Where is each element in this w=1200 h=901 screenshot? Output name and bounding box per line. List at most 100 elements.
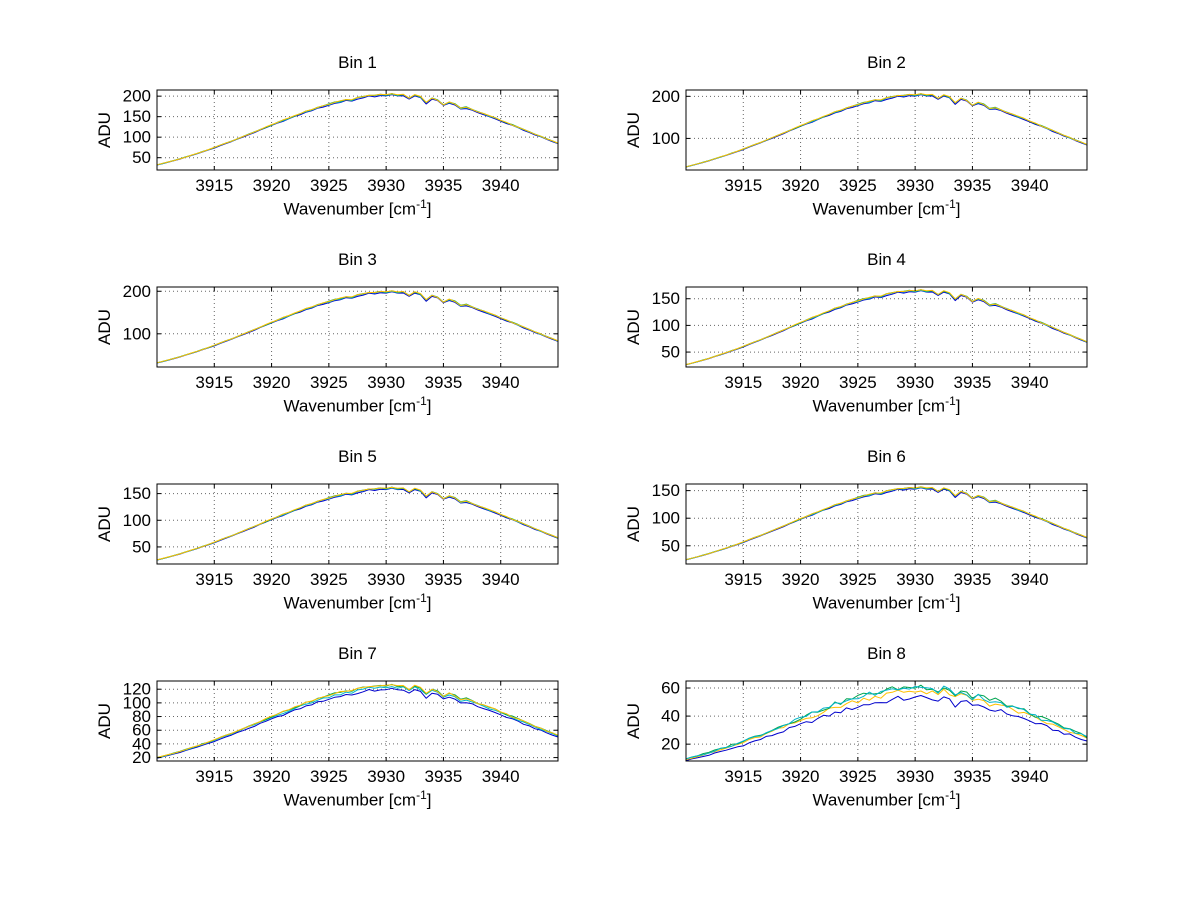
x-tick-label: 3925 [839, 767, 877, 786]
subplot-bin-8: Bin 8 ADU 3915 3920 3925 3930 3935 3940 20 40 60… [616, 636, 1107, 831]
series-trace-cyan [685, 486, 1088, 561]
x-tick-label: 3935 [425, 176, 463, 195]
x-tick-label: 3930 [896, 570, 934, 589]
x-axis-label-sup: -1 [416, 788, 427, 802]
series-trace-blue [156, 687, 559, 759]
series-trace-yellow [685, 93, 1088, 168]
y-tick-label: 200 [123, 282, 151, 301]
y-tick-label: 100 [652, 509, 680, 528]
subplot-bin-5: Bin 5 ADU 3915 3920 3925 3930 3935 3940 50 100 1… [87, 439, 578, 634]
x-tick-label: 3915 [724, 176, 762, 195]
plot-canvas-bin-4: 3915 3920 3925 3930 3935 3940 50 100 150 [652, 286, 1088, 392]
x-tick-label: 3930 [367, 373, 405, 392]
x-axis-label-sup: -1 [945, 591, 956, 605]
y-tick-label: 100 [123, 324, 151, 343]
x-axis-label-close: ] [955, 593, 961, 613]
subplot-bin-4: Bin 4 ADU 3915 3920 3925 3930 3935 3940 50 100 1… [616, 242, 1107, 437]
x-axis-label-text: Wavenumber [cm [812, 593, 946, 613]
x-tick-label: 3925 [310, 767, 348, 786]
y-tick-label: 20 [661, 735, 680, 754]
x-tick-label: 3940 [1011, 373, 1049, 392]
plot-title: Bin 1 [338, 53, 377, 72]
axes-frame [685, 680, 1088, 762]
series-trace-blue [685, 695, 1088, 762]
plot-canvas-bin-3: 3915 3920 3925 3930 3935 3940 100 200 [123, 282, 559, 392]
x-axis-label-close: ] [426, 790, 432, 810]
plot-title: Bin 4 [867, 250, 906, 269]
x-axis-label-close: ] [955, 199, 961, 219]
series-trace-yellow [685, 486, 1088, 561]
y-tick-label: 150 [123, 484, 151, 503]
x-tick-label: 3920 [782, 373, 820, 392]
series-trace-blue [685, 290, 1088, 366]
x-tick-label: 3930 [367, 767, 405, 786]
y-tick-label: 120 [123, 680, 151, 699]
series-trace-green [156, 486, 559, 561]
y-tick-label: 100 [123, 511, 151, 530]
x-tick-label: 3935 [425, 767, 463, 786]
x-tick-label: 3935 [954, 176, 992, 195]
x-axis-label: Wavenumber [cm-1] [686, 394, 1087, 417]
x-axis-label: Wavenumber [cm-1] [157, 591, 558, 614]
axes-frame [156, 89, 559, 171]
x-tick-label: 3940 [482, 176, 520, 195]
series-trace-blue [685, 94, 1088, 168]
x-axis-label-text: Wavenumber [cm [812, 396, 946, 416]
x-tick-label: 3920 [782, 570, 820, 589]
x-axis-label-text: Wavenumber [cm [812, 790, 946, 810]
series-trace-cyan [685, 93, 1088, 168]
x-tick-label: 3920 [253, 176, 291, 195]
x-axis-label-text: Wavenumber [cm [283, 790, 417, 810]
x-tick-label: 3930 [896, 373, 934, 392]
series-trace-green [156, 93, 559, 166]
y-tick-label: 100 [123, 693, 151, 712]
x-tick-label: 3920 [253, 570, 291, 589]
axes-frame [685, 286, 1088, 368]
series-trace-cyan [685, 685, 1088, 760]
x-tick-label: 3920 [253, 767, 291, 786]
y-tick-label: 60 [132, 721, 151, 740]
x-tick-label: 3940 [482, 767, 520, 786]
y-tick-label: 20 [132, 748, 151, 767]
y-tick-label: 50 [132, 537, 151, 556]
x-axis-label-sup: -1 [945, 394, 956, 408]
series-trace-yellow [685, 289, 1088, 366]
x-tick-label: 3915 [724, 767, 762, 786]
series-trace-cyan [156, 93, 559, 166]
x-axis-label-sup: -1 [416, 591, 427, 605]
x-tick-label: 3935 [425, 570, 463, 589]
axes-frame [685, 89, 1088, 171]
series-trace-cyan [156, 487, 559, 561]
x-tick-label: 3935 [954, 373, 992, 392]
x-tick-label: 3940 [482, 373, 520, 392]
series-trace-blue [685, 487, 1088, 561]
x-tick-label: 3915 [724, 570, 762, 589]
x-tick-label: 3915 [195, 767, 233, 786]
x-tick-label: 3925 [310, 570, 348, 589]
series-trace-yellow [156, 486, 559, 561]
axes-frame [156, 680, 559, 762]
y-tick-label: 40 [661, 707, 680, 726]
subplot-bin-6: Bin 6 ADU 3915 3920 3925 3930 3935 3940 50 100 1… [616, 439, 1107, 634]
series-trace-green [156, 290, 559, 364]
x-axis-label: Wavenumber [cm-1] [686, 788, 1087, 811]
x-tick-label: 3925 [310, 176, 348, 195]
x-tick-label: 3940 [482, 570, 520, 589]
y-tick-label: 100 [652, 129, 680, 148]
x-axis-label-close: ] [955, 790, 961, 810]
series-trace-blue [156, 291, 559, 364]
x-axis-label-close: ] [426, 199, 432, 219]
plot-canvas-bin-2: 3915 3920 3925 3930 3935 3940 100 200 [652, 87, 1088, 195]
x-tick-label: 3935 [954, 570, 992, 589]
series-trace-green [685, 486, 1088, 561]
y-tick-label: 60 [661, 679, 680, 698]
y-tick-label: 150 [652, 481, 680, 500]
axes-frame [156, 286, 559, 368]
axes-frame [685, 483, 1088, 565]
y-tick-label: 200 [652, 87, 680, 106]
subplot-bin-7: Bin 7 ADU 3915 3920 3925 3930 3935 3940 20 40 60… [87, 636, 578, 831]
series-trace-blue [156, 487, 559, 561]
subplot-bin-2: Bin 2 ADU 3915 3920 3925 3930 3935 3940 100 200… [616, 45, 1107, 240]
x-axis-label-text: Wavenumber [cm [812, 199, 946, 219]
